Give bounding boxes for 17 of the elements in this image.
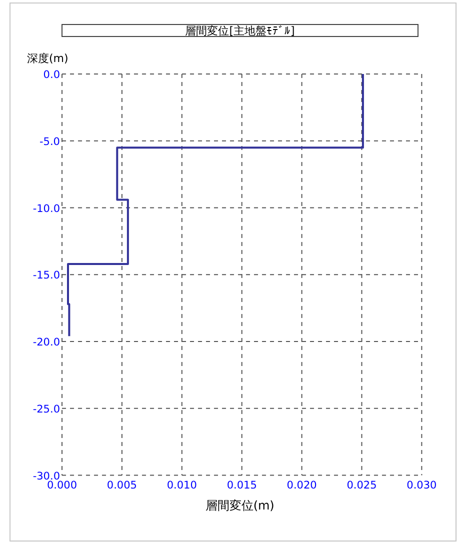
x-axis-title: 層間変位(m) <box>205 498 274 512</box>
y-tick-label: -15.0 <box>32 270 60 282</box>
y-tick-label: 0.0 <box>43 69 60 81</box>
x-tick-label: 0.005 <box>106 479 137 492</box>
x-tick-label: 0.010 <box>166 479 197 492</box>
y-axis-title: 深度(m) <box>27 52 68 65</box>
x-tick-label: 0.025 <box>346 479 377 492</box>
y-tick-label: -25.0 <box>32 403 60 416</box>
x-tick-label: 0.000 <box>46 479 78 492</box>
y-tick-label: -20.0 <box>32 336 60 349</box>
x-tick-label: 0.015 <box>226 479 257 492</box>
line-series <box>67 73 364 338</box>
x-tick-label: 0.030 <box>406 479 437 492</box>
x-tick-label: 0.020 <box>286 479 317 492</box>
y-tick-label: -5.0 <box>40 136 60 148</box>
y-tick-label: -10.0 <box>32 202 60 215</box>
chart-title: 層間変位[主地盤ﾓﾃﾞﾙ] <box>185 24 295 38</box>
